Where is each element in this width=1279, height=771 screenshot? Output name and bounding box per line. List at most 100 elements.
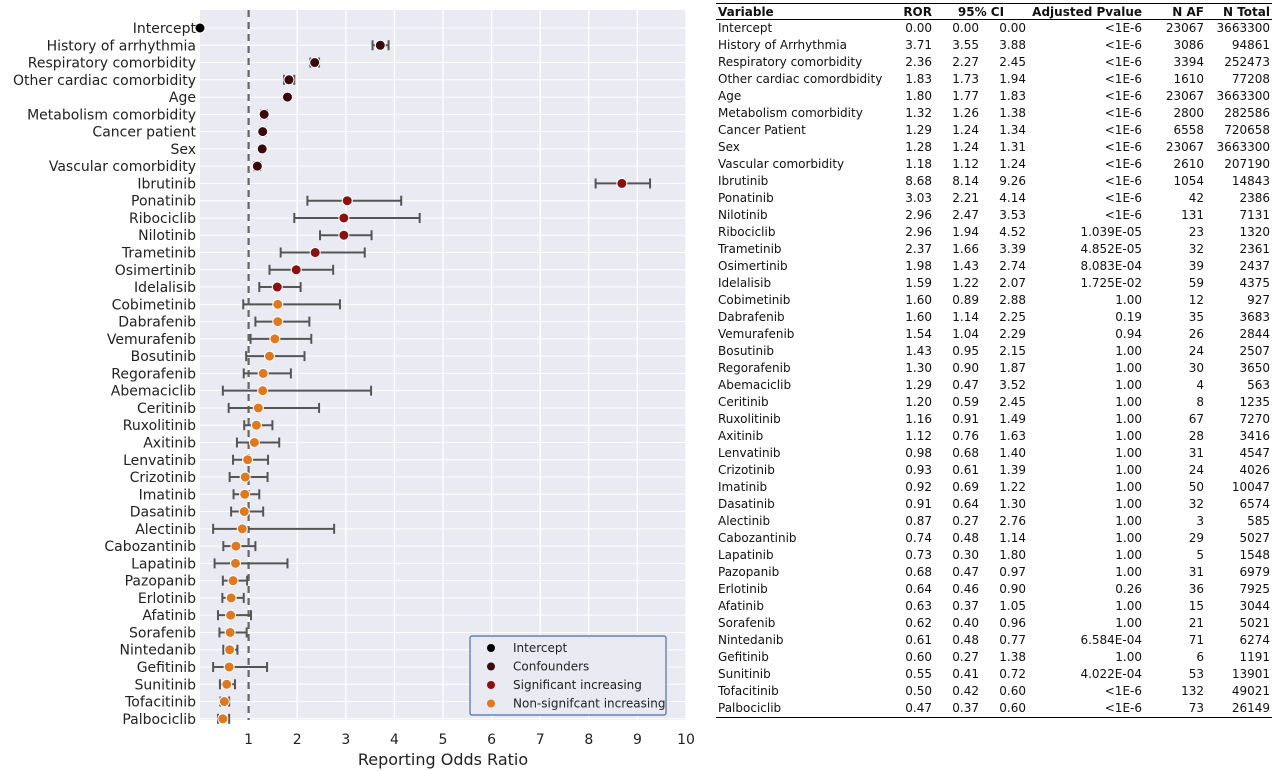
table-cell: 30 bbox=[1188, 361, 1204, 375]
table-cell: 2386 bbox=[1239, 191, 1270, 205]
table-cell: Abemaciclib bbox=[718, 378, 792, 392]
table-row: Ibrutinib 8.68 8.14 9.26 <1E-6 1054 14843 bbox=[716, 173, 1272, 190]
table-cell: <1E-6 bbox=[1104, 21, 1142, 35]
ror-point bbox=[257, 385, 269, 397]
table-cell: 0.27 bbox=[952, 650, 979, 664]
table-cell: Axitinib bbox=[718, 429, 764, 443]
table-cell: <1E-6 bbox=[1104, 684, 1142, 698]
legend-marker bbox=[487, 699, 495, 708]
category-label: Ruxolitinib bbox=[123, 418, 196, 434]
table-cell: 31 bbox=[1188, 565, 1204, 579]
table-cell: Idelalisib bbox=[718, 276, 772, 290]
category-label: Gefitinib bbox=[137, 660, 196, 676]
legend-marker bbox=[487, 681, 495, 689]
results-table-container: Variable ROR 95% CI Adjusted Pvalue N AF… bbox=[716, 3, 1272, 718]
table-cell: Other cardiac comordbidity bbox=[718, 72, 883, 86]
category-label: Idelalisib bbox=[134, 280, 196, 296]
table-cell: 0.50 bbox=[905, 684, 932, 698]
table-cell: 252473 bbox=[1224, 55, 1270, 69]
x-tick-label: 1 bbox=[244, 732, 253, 748]
category-label: Cabozantinib bbox=[104, 539, 196, 555]
table-cell: 0.68 bbox=[905, 565, 932, 579]
table-cell: 1.00 bbox=[1115, 361, 1142, 375]
table-cell: 4.022E-04 bbox=[1080, 667, 1142, 681]
table-cell: 720658 bbox=[1224, 123, 1270, 137]
table-cell: 4 bbox=[1196, 378, 1204, 392]
category-label: Regorafenib bbox=[111, 366, 196, 382]
table-cell: Metabolism comorbidity bbox=[718, 106, 863, 120]
table-cell: 1.43 bbox=[905, 344, 932, 358]
table-cell: 8 bbox=[1196, 395, 1204, 409]
legend: Intercept Confounders Significant increasi… bbox=[469, 635, 667, 716]
table-cell: <1E-6 bbox=[1104, 157, 1142, 171]
table-cell: 26149 bbox=[1206, 700, 1272, 718]
ror-point bbox=[218, 696, 230, 708]
table-cell: 6979 bbox=[1239, 565, 1270, 579]
table-cell: 3416 bbox=[1239, 429, 1270, 443]
ror-point bbox=[223, 661, 235, 673]
table-row: Respiratory comorbidity 2.36 2.27 2.45 <1E-6… bbox=[716, 54, 1272, 71]
table-cell: 2437 bbox=[1239, 259, 1270, 273]
x-tick-label: 8 bbox=[584, 732, 593, 748]
table-cell: 0.69 bbox=[952, 480, 979, 494]
table-cell: 2844 bbox=[1239, 327, 1270, 341]
category-label: Afatinib bbox=[142, 608, 196, 624]
table-row: Ponatinib 3.03 2.21 4.14 <1E-6 42 2386 bbox=[716, 190, 1272, 207]
table-cell: 1.94 bbox=[999, 72, 1026, 86]
table-row: Ruxolitinib 1.16 0.91 1.49 1.00 67 7270 bbox=[716, 411, 1272, 428]
table-cell: 1.54 bbox=[905, 327, 932, 341]
table-cell: 2.45 bbox=[999, 395, 1026, 409]
ror-point bbox=[225, 592, 237, 604]
table-cell: 0.60 bbox=[999, 684, 1026, 698]
table-cell: 24 bbox=[1188, 344, 1204, 358]
header-ntotal: N Total bbox=[1206, 3, 1272, 20]
table-cell: Sunitinib bbox=[718, 667, 771, 681]
x-tick-label: 4 bbox=[390, 732, 399, 748]
table-cell: 49021 bbox=[1231, 684, 1270, 698]
table-cell: 0.27 bbox=[952, 514, 979, 528]
table-cell: 23 bbox=[1188, 225, 1204, 239]
table-cell: 1.39 bbox=[999, 463, 1026, 477]
table-cell: 24 bbox=[1188, 463, 1204, 477]
legend-label: Non-signifcant increasing bbox=[513, 697, 665, 711]
ror-point bbox=[242, 454, 254, 466]
table-cell: <1E-6 bbox=[1028, 700, 1144, 718]
table-cell: 0.77 bbox=[999, 633, 1026, 647]
category-label: Abemaciclib bbox=[111, 384, 196, 400]
ror-point bbox=[272, 316, 284, 328]
table-cell: 73 bbox=[1144, 700, 1206, 718]
category-label: Crizotinib bbox=[130, 470, 196, 486]
table-cell: History of Arrhythmia bbox=[718, 38, 847, 52]
category-label: History of arrhythmia bbox=[47, 38, 196, 54]
table-cell: 3086 bbox=[1173, 38, 1204, 52]
table-row: Tofacitinib 0.50 0.42 0.60 <1E-6 132 49021 bbox=[716, 683, 1272, 700]
ror-point bbox=[224, 644, 236, 656]
table-cell: 1.60 bbox=[905, 310, 932, 324]
table-row: Imatinib 0.92 0.69 1.22 1.00 50 10047 bbox=[716, 479, 1272, 496]
legend-marker bbox=[487, 644, 495, 652]
table-cell: 5027 bbox=[1239, 531, 1270, 545]
table-row: Palbociclib 0.47 0.37 0.60 <1E-6 73 26149 bbox=[716, 700, 1272, 718]
table-cell: Imatinib bbox=[718, 480, 768, 494]
table-cell: 0.60 bbox=[905, 650, 932, 664]
table-cell: 0.91 bbox=[905, 497, 932, 511]
table-cell: 2.07 bbox=[999, 276, 1026, 290]
table-cell: 1.00 bbox=[1115, 378, 1142, 392]
x-tick-label: 2 bbox=[293, 732, 302, 748]
ror-point bbox=[309, 247, 321, 259]
table-cell: 1.87 bbox=[999, 361, 1026, 375]
ror-point bbox=[338, 229, 350, 241]
table-row: Afatinib 0.63 0.37 1.05 1.00 15 3044 bbox=[716, 598, 1272, 615]
ror-point bbox=[236, 523, 248, 535]
table-cell: Vemurafenib bbox=[718, 327, 795, 341]
table-cell: Nilotinib bbox=[718, 208, 768, 222]
table-cell: 3650 bbox=[1239, 361, 1270, 375]
table-cell: 2507 bbox=[1239, 344, 1270, 358]
legend-label: Intercept bbox=[513, 641, 568, 655]
ror-point bbox=[225, 609, 237, 621]
table-cell: 0.59 bbox=[952, 395, 979, 409]
table-cell: 0.74 bbox=[905, 531, 932, 545]
table-cell: 2361 bbox=[1239, 242, 1270, 256]
